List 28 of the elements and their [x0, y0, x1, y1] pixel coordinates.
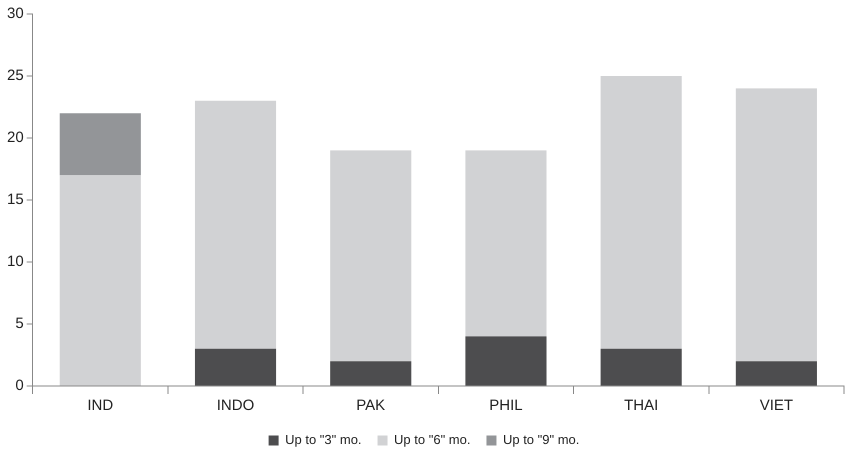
bar: [600, 76, 682, 349]
bar: [465, 336, 547, 386]
bar: [600, 348, 682, 386]
y-tick-label: 25: [6, 67, 24, 84]
x-tick-label: IND: [87, 397, 114, 414]
legend-label: Up to "6" mo.: [394, 432, 470, 448]
y-tick-label: 15: [6, 191, 24, 208]
legend-label: Up to "9" mo.: [502, 432, 580, 448]
bar: [194, 348, 276, 386]
y-tick-label: 10: [6, 253, 24, 270]
bar: [736, 88, 817, 362]
y-tick-label: 0: [15, 377, 24, 394]
x-tick-label: VIET: [760, 397, 794, 414]
bar: [60, 113, 141, 176]
bar: [330, 150, 412, 362]
legend-label: Up to "3" mo.: [285, 432, 362, 448]
y-tick-label: 20: [6, 129, 24, 146]
x-tick-label: INDO: [216, 397, 254, 414]
y-tick-label: 5: [15, 315, 24, 332]
y-tick-label: 30: [6, 5, 24, 22]
bar: [194, 100, 276, 349]
bar: [465, 150, 547, 336]
bar: [330, 361, 412, 386]
x-tick-label: THAI: [624, 397, 658, 414]
bar: [736, 361, 817, 386]
x-tick-label: PAK: [356, 397, 386, 414]
x-tick-label: PHIL: [489, 397, 523, 414]
bar: [60, 175, 141, 386]
